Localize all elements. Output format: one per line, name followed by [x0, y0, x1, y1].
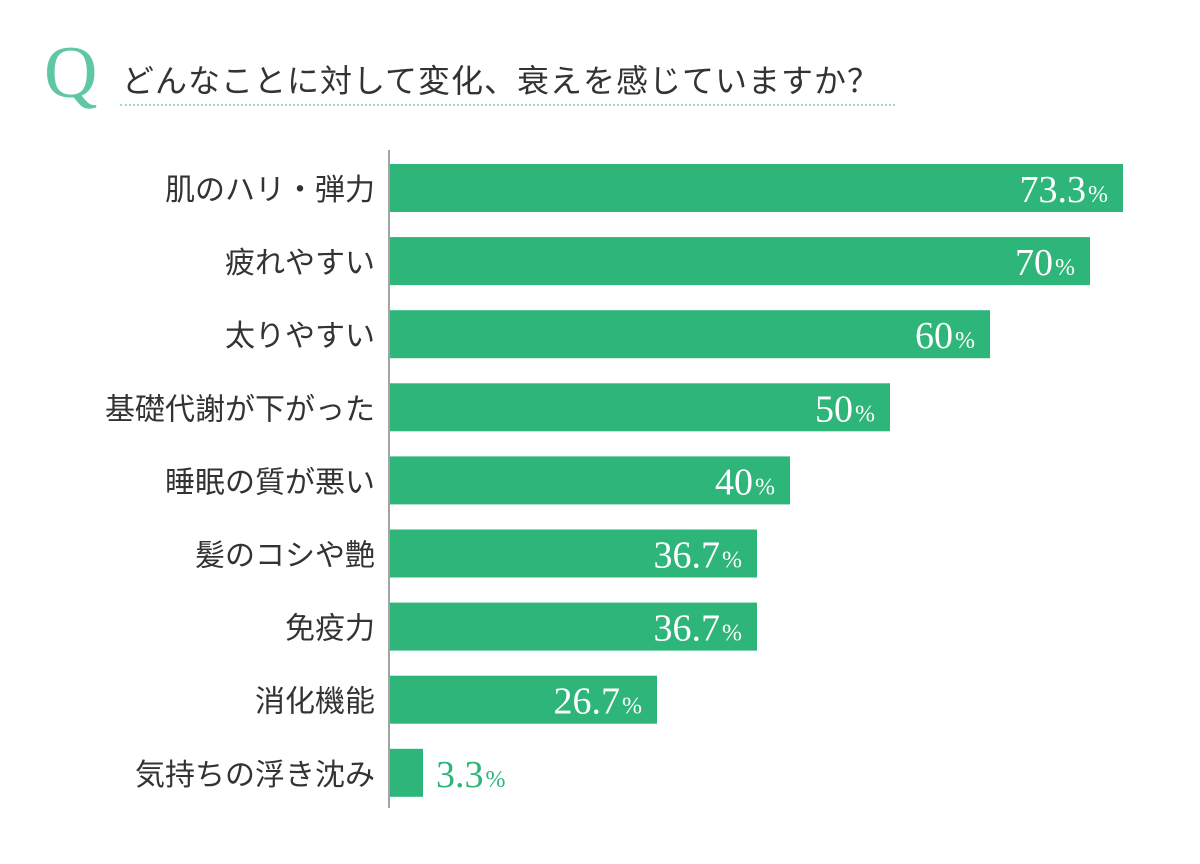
bar: [390, 456, 790, 505]
value-unit: %: [486, 767, 506, 793]
question-underline: [120, 104, 895, 106]
bar: [390, 237, 1090, 286]
value-unit: %: [1088, 182, 1108, 208]
value-label: 36.7%: [654, 608, 743, 650]
category-label: 消化機能: [255, 685, 375, 720]
value-number: 70: [1015, 242, 1053, 284]
bar: [390, 602, 757, 651]
value-label: 50%: [815, 388, 875, 430]
category-label: 睡眠の質が悪い: [165, 465, 375, 500]
bar: [390, 529, 757, 578]
value-number: 50: [815, 388, 853, 430]
category-label: 気持ちの浮き沈み: [135, 758, 375, 793]
category-label: 太りやすい: [225, 319, 375, 354]
value-unit: %: [622, 694, 642, 720]
category-label: 肌のハリ・弾力: [165, 173, 375, 208]
category-label: 免疫力: [285, 612, 375, 647]
value-unit: %: [722, 621, 742, 647]
value-unit: %: [755, 474, 775, 500]
category-label: 疲れやすい: [225, 246, 375, 281]
value-label: 70%: [1015, 242, 1075, 284]
question-header: Q どんなことに対して変化、衰えを感じていますか？: [40, 30, 900, 114]
value-number: 36.7: [654, 608, 721, 650]
category-label: 髪のコシや艶: [195, 539, 375, 574]
value-number: 3.3: [436, 754, 484, 796]
value-label: 36.7%: [654, 535, 743, 577]
value-number: 40: [715, 461, 753, 503]
value-unit: %: [722, 548, 742, 574]
value-label: 26.7%: [554, 681, 643, 723]
q-mark: Q: [44, 32, 98, 114]
value-label: 60%: [915, 315, 975, 357]
bar: [390, 310, 990, 359]
bar: [390, 383, 890, 432]
value-number: 26.7: [554, 681, 621, 723]
value-unit: %: [855, 401, 875, 427]
value-unit: %: [955, 328, 975, 354]
question-title: どんなことに対して変化、衰えを感じていますか？: [122, 62, 881, 100]
value-number: 60: [915, 315, 953, 357]
value-label: 40%: [715, 461, 775, 503]
bar: [390, 748, 423, 797]
value-label: 73.3%: [1020, 169, 1109, 211]
value-number: 36.7: [654, 535, 721, 577]
value-unit: %: [1055, 255, 1075, 281]
bar: [390, 675, 657, 724]
bar: [390, 164, 1123, 212]
value-number: 73.3: [1020, 169, 1087, 211]
category-label: 基礎代謝が下がった: [105, 392, 375, 427]
value-label: 3.3%: [436, 754, 506, 796]
